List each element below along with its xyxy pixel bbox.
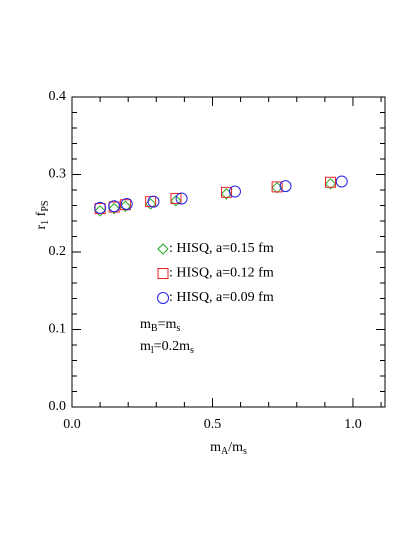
square-marker xyxy=(170,193,182,205)
y-tick-label: 0.4 xyxy=(49,89,67,104)
circle-marker xyxy=(147,195,160,208)
circle-marker xyxy=(335,175,348,188)
legend-label: : HISQ, a=0.09 fm xyxy=(169,290,274,305)
circle-marker xyxy=(108,200,121,213)
diamond-marker xyxy=(94,205,106,217)
circle-marker xyxy=(175,192,188,205)
legend-marker xyxy=(157,292,169,304)
y-tick-label: 0.2 xyxy=(49,244,67,259)
subscript: A xyxy=(221,446,229,457)
text-part: m xyxy=(140,339,151,354)
circle-marker xyxy=(279,180,292,193)
x-tick-label: 1.0 xyxy=(344,417,362,432)
x-axis-label: mA/ms xyxy=(210,440,247,457)
annotation: mB=ms xyxy=(140,317,180,334)
subscript: s xyxy=(190,345,194,356)
subscript: PS xyxy=(40,201,51,212)
diamond-marker xyxy=(170,195,182,207)
square-marker xyxy=(221,186,233,198)
text-part: f xyxy=(34,211,49,220)
subscript: B xyxy=(151,323,158,334)
diamond-marker xyxy=(108,202,120,215)
legend-label: : HISQ, a=0.15 fm xyxy=(169,241,274,256)
legend-marker xyxy=(157,268,169,279)
x-tick-label: 0.5 xyxy=(204,417,222,432)
circle-marker xyxy=(94,201,107,214)
legend-marker xyxy=(157,243,169,255)
circle-marker xyxy=(120,197,133,210)
text-part: /m xyxy=(228,440,243,455)
subscript: l xyxy=(151,345,154,356)
y-tick-label: 0.1 xyxy=(49,322,67,337)
subscript: s xyxy=(176,323,180,334)
legend-label: : HISQ, a=0.12 fm xyxy=(169,266,274,281)
text-part: m xyxy=(140,317,151,332)
text-part: =m xyxy=(158,317,177,332)
subscript: 1 xyxy=(40,220,51,225)
subscript: s xyxy=(243,446,247,457)
square-marker xyxy=(271,181,283,193)
y-tick-label: 0.3 xyxy=(49,167,67,182)
diamond-marker xyxy=(144,198,157,210)
diamond-marker xyxy=(119,200,132,212)
x-tick-label: 0.0 xyxy=(63,417,81,432)
y-tick-label: 0.0 xyxy=(49,399,67,414)
circle-marker xyxy=(228,185,241,198)
text-part: =0.2m xyxy=(154,339,190,354)
diamond-marker xyxy=(324,178,337,190)
text-part: m xyxy=(210,440,221,455)
text-part: r xyxy=(34,224,49,229)
annotation: ml=0.2ms xyxy=(140,339,194,356)
y-axis-label: r1 fPS xyxy=(34,201,51,230)
square-marker xyxy=(324,176,336,188)
